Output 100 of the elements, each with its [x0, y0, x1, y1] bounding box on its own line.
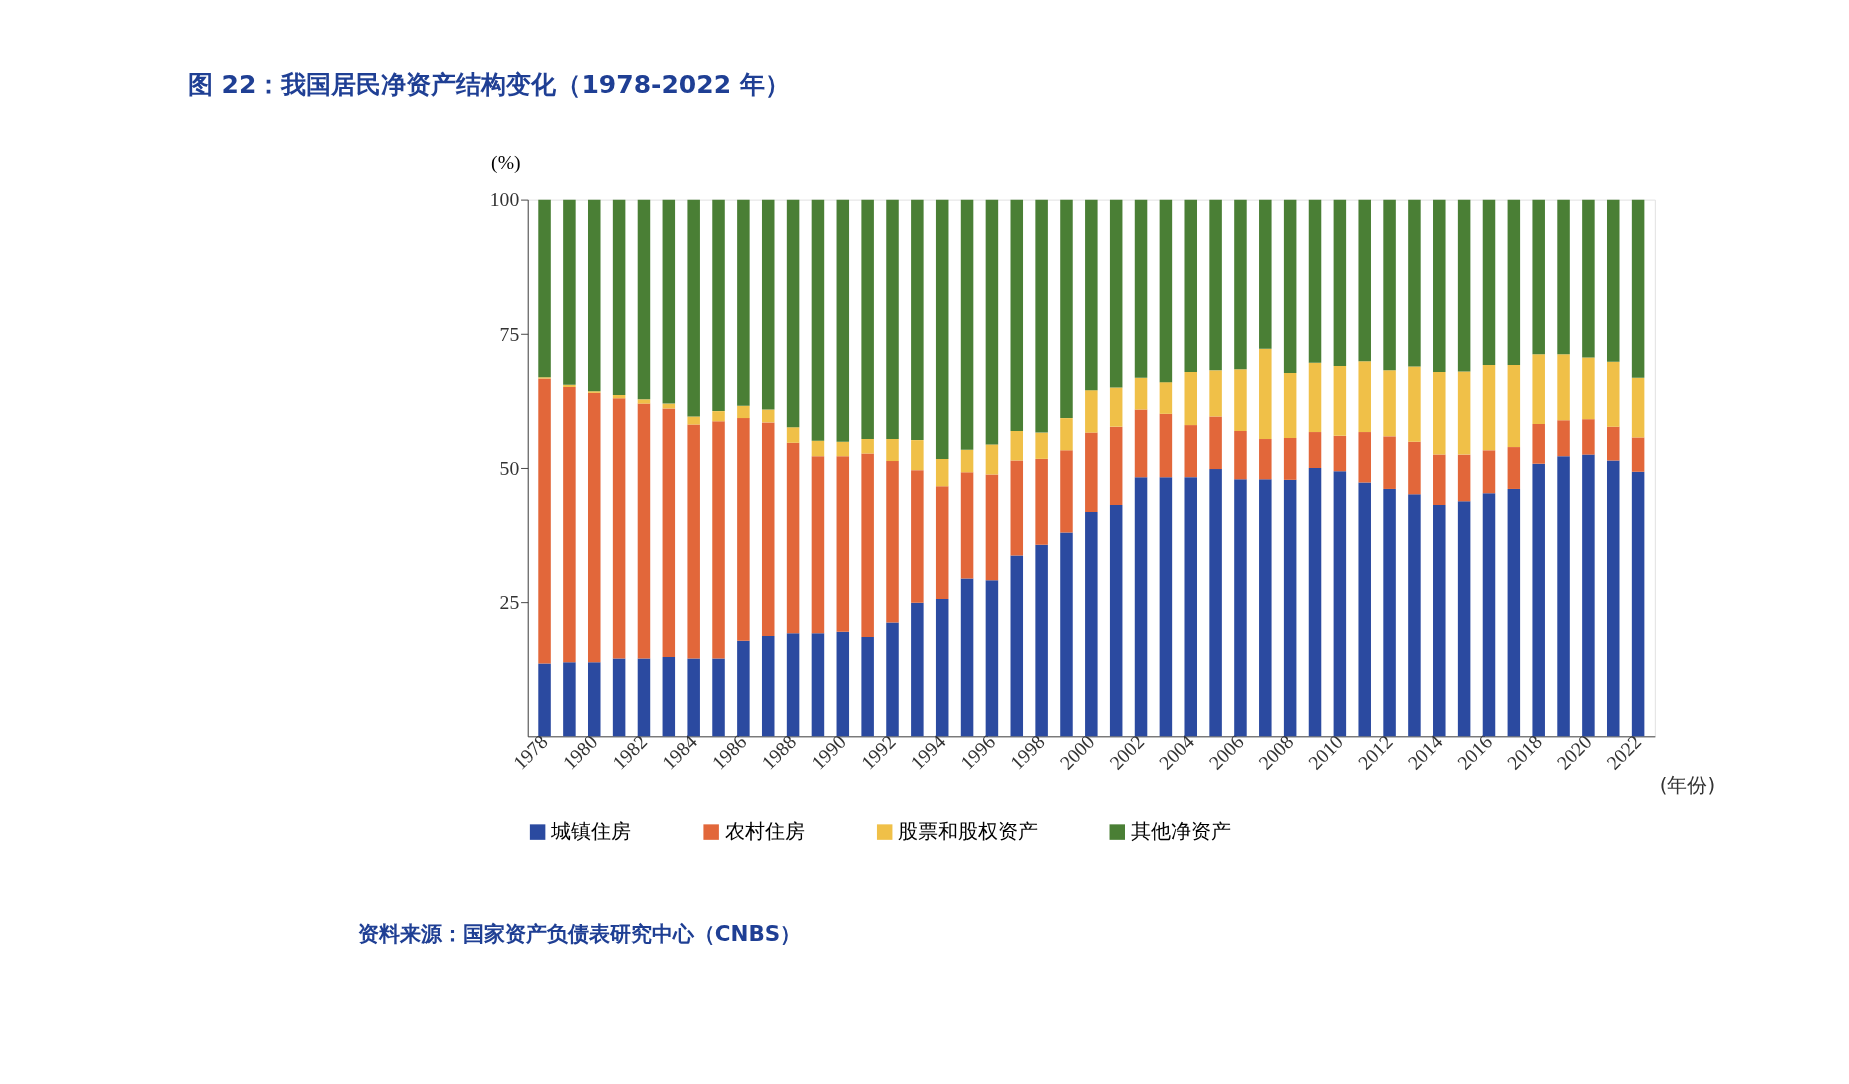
legend-label: 其他净资产: [1130, 820, 1231, 844]
bar: [1308, 432, 1322, 469]
bar: [1060, 418, 1073, 451]
bar: [1457, 454, 1471, 502]
bar: [712, 199, 725, 412]
bar: [786, 442, 800, 634]
bar: [1085, 512, 1098, 737]
bar: [662, 656, 676, 737]
bar: [1383, 436, 1396, 489]
bar: [1582, 357, 1595, 420]
bar: [1134, 199, 1148, 378]
bar: [1259, 439, 1272, 480]
bar: [985, 199, 999, 445]
bar: [1457, 199, 1471, 372]
bar: [1507, 447, 1521, 489]
bar: [1085, 199, 1098, 391]
bar: [761, 636, 775, 737]
bar: [1010, 199, 1024, 431]
bar: [836, 456, 850, 632]
bar: [662, 199, 676, 404]
bar: [911, 602, 924, 737]
bar: [1259, 348, 1272, 440]
bar: [612, 658, 626, 737]
bar: [563, 386, 576, 663]
bar: [935, 486, 949, 599]
bar: [1606, 199, 1620, 362]
bar: [1433, 454, 1446, 506]
bar: [1358, 199, 1371, 362]
bar: [836, 441, 850, 457]
bar: [1060, 199, 1073, 419]
bar: [960, 578, 974, 737]
bar: [960, 472, 974, 579]
chart-title: 图 22：我国居民净资产结构变化（1978-2022 年）: [187, 70, 790, 100]
bar: [588, 662, 601, 737]
bar: [786, 633, 800, 737]
bar: [1184, 199, 1198, 372]
bar: [1259, 479, 1272, 737]
bar: [612, 395, 626, 399]
x-axis-title: (年份): [1659, 774, 1716, 798]
bar: [1109, 199, 1123, 388]
x-tick-label: 1988: [756, 730, 801, 774]
bar: [1383, 199, 1396, 371]
bar: [1631, 199, 1645, 378]
bar: [1482, 493, 1496, 737]
bar: [1532, 354, 1545, 424]
bar: [1507, 488, 1521, 737]
bar: [1606, 361, 1620, 427]
bar: [1010, 555, 1024, 737]
bar: [861, 453, 874, 638]
bar: [960, 199, 974, 450]
bar: [1283, 437, 1297, 480]
bar: [1184, 477, 1198, 737]
bar: [886, 439, 899, 462]
bar: [786, 199, 800, 428]
bar: [1109, 505, 1123, 737]
bar: [1606, 460, 1620, 737]
bar: [1060, 532, 1073, 737]
bar: [538, 378, 551, 664]
bar: [1109, 426, 1123, 506]
bar: [811, 440, 825, 457]
bar: [861, 439, 874, 454]
bar: [1532, 424, 1545, 464]
bar: [1010, 460, 1024, 556]
bar: [1134, 409, 1148, 478]
legend-label: 城镇住房: [550, 820, 632, 844]
bar: [1358, 432, 1371, 483]
y-axis-title: (%): [491, 150, 521, 174]
bar: [836, 199, 850, 442]
bar: [1408, 199, 1421, 367]
bar: [1631, 377, 1645, 438]
bar: [911, 470, 924, 603]
bar: [1159, 382, 1173, 414]
bar: [737, 405, 750, 419]
bar: [1308, 468, 1322, 737]
bar: [1333, 366, 1347, 436]
bar: [1035, 199, 1048, 433]
y-tick-label: 25: [499, 590, 520, 613]
bar: [886, 199, 899, 440]
bar: [1159, 413, 1173, 478]
bar: [1060, 450, 1073, 533]
bar: [911, 440, 924, 471]
bar: [1582, 419, 1595, 455]
bar: [1383, 370, 1396, 437]
bar: [935, 199, 949, 459]
bar: [911, 199, 924, 441]
bar: [1234, 430, 1247, 480]
bar: [1507, 364, 1521, 448]
bar: [886, 461, 899, 623]
bar: [861, 199, 874, 440]
bar: [563, 199, 576, 385]
bar: [1035, 458, 1048, 545]
bar: [1134, 377, 1148, 410]
bar: [1109, 387, 1123, 427]
bar: [538, 199, 551, 378]
bar: [811, 633, 825, 737]
bar: [1433, 199, 1446, 372]
bar: [687, 424, 700, 659]
bar: [1035, 432, 1048, 459]
bar: [538, 663, 551, 737]
bar: [1482, 199, 1496, 365]
